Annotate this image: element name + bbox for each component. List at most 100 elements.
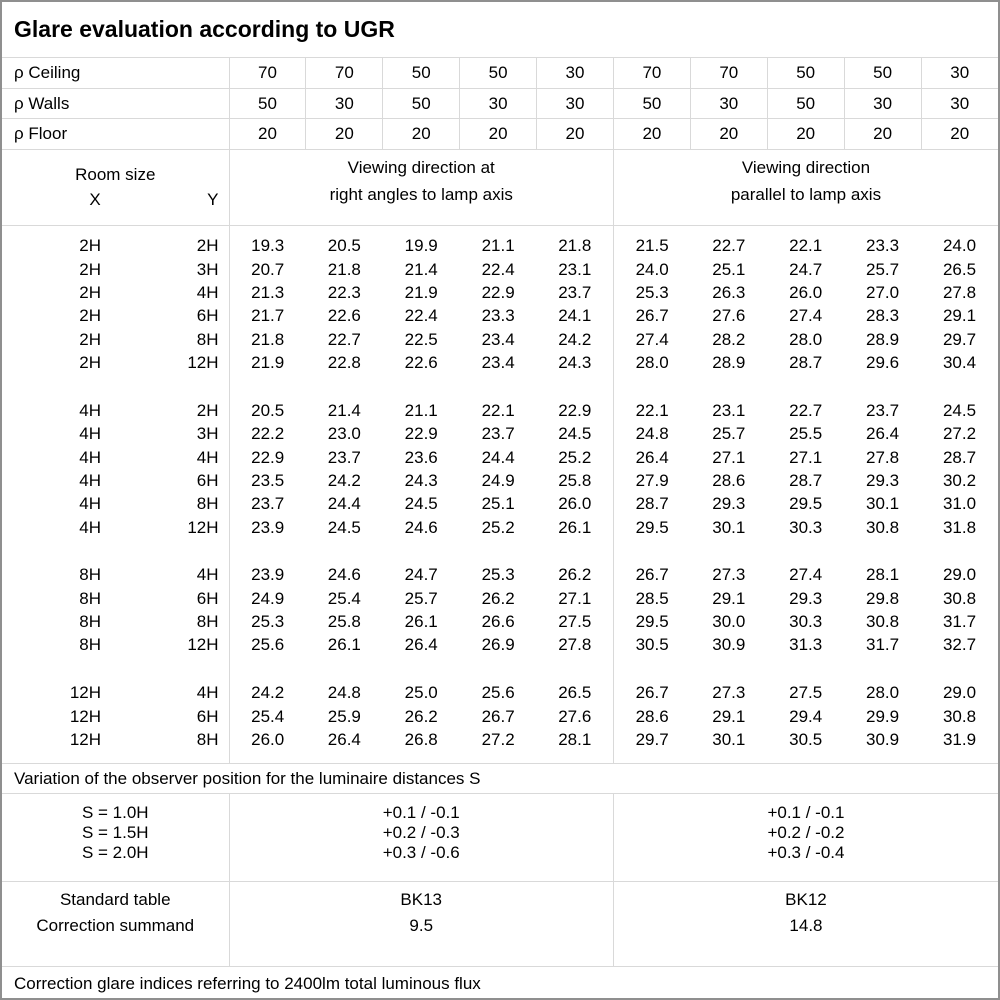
reflectance-value: 30 [459,88,537,120]
reflectance-value: 50 [459,57,537,89]
ugr-value-right-angles: 26.6 [481,612,515,632]
ugr-row: 2H 6H 21.7 22.6 22.4 23.3 24.1 26.7 27.6 27.4 28.3… [2,304,998,329]
text-line: Standard table [59,890,171,910]
room-size-x: 4H [79,447,101,467]
reflectance-value: 20 [689,118,768,150]
room-size-x: 2H [79,329,101,349]
room-size-x: 2H [79,353,101,373]
ugr-value-parallel: 27.1 [712,447,746,467]
ugr-value-parallel: 24.8 [612,422,691,446]
ugr-value-right-angles: 24.3 [404,470,438,490]
room-size-x: 12H [69,706,101,726]
ugr-value-parallel: 22.1 [612,399,691,423]
room-size-y: 8H [196,494,219,514]
reflectance-value: 20 [459,118,537,150]
reflectance-value: 50 [612,88,691,120]
ugr-value-right-angles: 22.5 [404,329,438,349]
ugr-value-right-angles: 21.9 [228,351,306,375]
ugr-value-right-angles: 22.9 [228,445,306,470]
ugr-value-right-angles: 23.9 [228,563,306,588]
ugr-value-parallel: 28.6 [612,704,691,729]
ugr-value-right-angles: 26.4 [404,635,438,655]
room-size-y: 4H [196,683,219,703]
text-line: +0.2 / -0.2 [767,823,845,843]
text-line: +0.1 / -0.1 [767,803,845,823]
ugr-value-right-angles: 21.8 [558,236,592,256]
ugr-row: 8H 8H 25.3 25.8 26.1 26.6 27.5 29.5 30.0 30.3 30.8… [2,610,998,634]
ugr-value-parallel: 30.1 [712,729,746,749]
reflectance-value: 20 [766,118,845,150]
room-size-y: 3H [196,259,219,279]
text-line: 14.8 [789,916,823,936]
ugr-value-parallel: 30.3 [789,612,823,632]
spacer-cell [2,752,229,764]
ugr-value-parallel: 29.4 [789,706,823,726]
ugr-value-right-angles: 24.5 [558,424,592,444]
ugr-row: 2H 3H 20.7 21.8 21.4 22.4 23.1 24.0 25.1 24.7 25.7… [2,257,998,282]
text-line: S = 1.0H [81,803,149,823]
reflectance-value: 50 [766,57,845,89]
reflectance-value: 30 [920,57,998,89]
ugr-value-parallel: 31.8 [942,517,977,537]
ugr-value-parallel: 30.8 [942,588,977,608]
room-size-x: 4H [79,424,101,444]
reflectance-value: 20 [920,118,998,150]
standard-table-row: Standard table Correction summand BK13 9.5… [2,881,998,968]
reflectance-row: ρ Walls 50 30 50 30 30 50 30 50 30 30 [2,88,998,120]
spacer-cell [228,751,614,764]
reflectance-value: 20 [843,118,922,150]
ugr-value-right-angles: 22.9 [558,400,592,420]
room-size-x-label: X [89,189,101,209]
ugr-value-parallel: 26.4 [866,424,900,444]
ugr-value-right-angles: 22.2 [228,422,306,446]
ugr-value-parallel: 27.5 [789,683,823,703]
standard-parallel-values: BK12 14.8 [612,881,998,968]
spacer-cell [228,657,614,682]
ugr-value-right-angles: 20.7 [228,257,306,282]
ugr-value-parallel: 29.9 [866,706,900,726]
ugr-value-right-angles: 24.2 [327,470,361,490]
room-size-y: 12H [187,517,219,537]
spacer-cell [612,374,998,400]
reflectance-value: 50 [766,88,845,120]
ugr-value-right-angles: 26.4 [327,729,361,749]
ugr-value-parallel: 23.1 [712,400,746,420]
ugr-value-right-angles: 24.6 [404,517,438,537]
ugr-value-parallel: 30.9 [866,729,900,749]
parallel-group-header: Viewing direction parallel to lamp axis [612,149,998,226]
group-header-line: Viewing direction at [347,157,495,177]
room-size-y: 6H [196,470,219,490]
ugr-value-right-angles: 25.9 [327,706,361,726]
reflectance-value: 20 [228,118,306,150]
footer-note: Correction glare indices referring to 24… [14,974,481,994]
ugr-value-parallel: 27.1 [789,447,823,467]
room-size-x: 8H [79,588,101,608]
ugr-value-parallel: 25.7 [712,424,746,444]
ugr-value-parallel: 26.7 [612,681,691,705]
room-size-y: 4H [196,447,219,467]
reflectance-value: 30 [843,88,922,120]
ugr-value-parallel: 26.4 [612,445,691,470]
observer-variation-row: S = 1.0H S = 1.5H S = 2.0H +0.1 / -0.1 +0.2… [2,793,998,883]
ugr-value-parallel: 29.0 [942,565,977,585]
ugr-value-right-angles: 24.4 [327,494,361,514]
ugr-value-parallel: 31.7 [942,612,977,632]
ugr-row: 2H 2H 19.3 20.5 19.9 21.1 21.8 21.5 22.7 22.1 23.3… [2,234,998,258]
ugr-value-right-angles: 26.2 [558,565,592,585]
ugr-value-right-angles: 21.8 [228,328,306,352]
ugr-row: 4H 6H 23.5 24.2 24.3 24.9 25.8 27.9 28.6 28.7 29.3… [2,469,998,493]
ugr-row: 2H 8H 21.8 22.7 22.5 23.4 24.2 27.4 28.2 28.0 28.9… [2,328,998,352]
ugr-value-right-angles: 21.7 [228,304,306,329]
ugr-value-right-angles: 23.1 [558,259,592,279]
spacer-row [2,539,998,564]
ugr-value-right-angles: 22.8 [327,353,361,373]
ugr-value-right-angles: 24.8 [327,683,361,703]
ugr-value-right-angles: 26.9 [481,635,515,655]
ugr-value-parallel: 29.3 [712,494,746,514]
ugr-value-right-angles: 26.1 [558,517,592,537]
ugr-value-parallel: 30.4 [942,353,977,373]
room-size-x: 12H [69,683,101,703]
ugr-value-right-angles: 23.4 [481,329,515,349]
ugr-value-right-angles: 23.0 [327,424,361,444]
ugr-value-right-angles: 25.7 [404,588,438,608]
